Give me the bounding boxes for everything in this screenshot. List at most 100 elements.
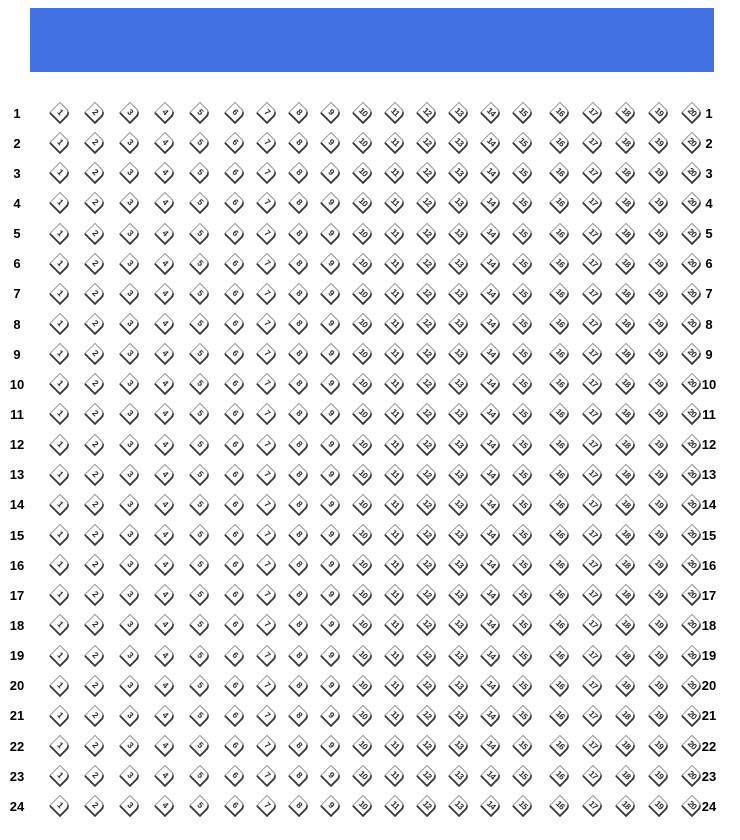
seat-row24-num5[interactable]: 5: [187, 791, 213, 821]
seat-row14-num9[interactable]: 9: [318, 490, 344, 520]
seat-row21-num3[interactable]: 3: [117, 701, 143, 731]
seat-row20-num19[interactable]: 19: [646, 671, 672, 701]
seat-row12-num5[interactable]: 5: [187, 430, 213, 460]
seat-row22-num11[interactable]: 11: [382, 731, 408, 761]
seat-row22-num15[interactable]: 15: [510, 731, 536, 761]
seat-row20-num15[interactable]: 15: [510, 671, 536, 701]
seat-row7-num19[interactable]: 19: [646, 279, 672, 309]
seat-row13-num7[interactable]: 7: [254, 460, 280, 490]
seat-row1-num15[interactable]: 15: [510, 98, 536, 128]
seat-row19-num19[interactable]: 19: [646, 641, 672, 671]
seat-row21-num14[interactable]: 14: [478, 701, 504, 731]
seat-row6-num11[interactable]: 11: [382, 249, 408, 279]
seat-row16-num14[interactable]: 14: [478, 550, 504, 580]
seat-row17-num10[interactable]: 10: [350, 580, 376, 610]
seat-row8-num10[interactable]: 10: [350, 309, 376, 339]
seat-row16-num1[interactable]: 1: [47, 550, 73, 580]
seat-row3-num14[interactable]: 14: [478, 158, 504, 188]
seat-row17-num11[interactable]: 11: [382, 580, 408, 610]
seat-row13-num15[interactable]: 15: [510, 460, 536, 490]
seat-row21-num11[interactable]: 11: [382, 701, 408, 731]
seat-row15-num13[interactable]: 13: [446, 520, 472, 550]
seat-row5-num18[interactable]: 18: [613, 219, 639, 249]
seat-row19-num7[interactable]: 7: [254, 641, 280, 671]
seat-row23-num2[interactable]: 2: [82, 761, 108, 791]
seat-row6-num3[interactable]: 3: [117, 249, 143, 279]
seat-row2-num16[interactable]: 16: [547, 128, 573, 158]
seat-row7-num4[interactable]: 4: [152, 279, 178, 309]
seat-row23-num16[interactable]: 16: [547, 761, 573, 791]
seat-row1-num18[interactable]: 18: [613, 98, 639, 128]
seat-row1-num1[interactable]: 1: [47, 98, 73, 128]
seat-row2-num12[interactable]: 12: [414, 128, 440, 158]
seat-row9-num4[interactable]: 4: [152, 339, 178, 369]
seat-row10-num12[interactable]: 12: [414, 369, 440, 399]
seat-row12-num13[interactable]: 13: [446, 430, 472, 460]
seat-row6-num2[interactable]: 2: [82, 249, 108, 279]
seat-row22-num18[interactable]: 18: [613, 731, 639, 761]
seat-row15-num18[interactable]: 18: [613, 520, 639, 550]
seat-row11-num2[interactable]: 2: [82, 399, 108, 429]
seat-row19-num17[interactable]: 17: [580, 641, 606, 671]
seat-row14-num3[interactable]: 3: [117, 490, 143, 520]
seat-row21-num13[interactable]: 13: [446, 701, 472, 731]
seat-row17-num15[interactable]: 15: [510, 580, 536, 610]
seat-row7-num14[interactable]: 14: [478, 279, 504, 309]
seat-row19-num16[interactable]: 16: [547, 641, 573, 671]
seat-row18-num8[interactable]: 8: [286, 610, 312, 640]
seat-row6-num4[interactable]: 4: [152, 249, 178, 279]
seat-row2-num15[interactable]: 15: [510, 128, 536, 158]
seat-row15-num6[interactable]: 6: [222, 520, 248, 550]
seat-row8-num14[interactable]: 14: [478, 309, 504, 339]
seat-row3-num3[interactable]: 3: [117, 158, 143, 188]
seat-row11-num17[interactable]: 17: [580, 399, 606, 429]
seat-row4-num9[interactable]: 9: [318, 188, 344, 218]
seat-row7-num3[interactable]: 3: [117, 279, 143, 309]
seat-row10-num11[interactable]: 11: [382, 369, 408, 399]
seat-row7-num8[interactable]: 8: [286, 279, 312, 309]
seat-row10-num19[interactable]: 19: [646, 369, 672, 399]
seat-row4-num12[interactable]: 12: [414, 188, 440, 218]
seat-row19-num4[interactable]: 4: [152, 641, 178, 671]
seat-row1-num4[interactable]: 4: [152, 98, 178, 128]
seat-row15-num1[interactable]: 1: [47, 520, 73, 550]
seat-row10-num7[interactable]: 7: [254, 369, 280, 399]
seat-row18-num13[interactable]: 13: [446, 610, 472, 640]
seat-row9-num13[interactable]: 13: [446, 339, 472, 369]
seat-row21-num2[interactable]: 2: [82, 701, 108, 731]
seat-row20-num8[interactable]: 8: [286, 671, 312, 701]
seat-row3-num1[interactable]: 1: [47, 158, 73, 188]
seat-row21-num7[interactable]: 7: [254, 701, 280, 731]
seat-row8-num9[interactable]: 9: [318, 309, 344, 339]
seat-row5-num7[interactable]: 7: [254, 219, 280, 249]
seat-row5-num17[interactable]: 17: [580, 219, 606, 249]
seat-row5-num10[interactable]: 10: [350, 219, 376, 249]
seat-row4-num4[interactable]: 4: [152, 188, 178, 218]
seat-row19-num14[interactable]: 14: [478, 641, 504, 671]
seat-row24-num7[interactable]: 7: [254, 791, 280, 821]
seat-row9-num7[interactable]: 7: [254, 339, 280, 369]
seat-row14-num14[interactable]: 14: [478, 490, 504, 520]
seat-row10-num4[interactable]: 4: [152, 369, 178, 399]
seat-row2-num19[interactable]: 19: [646, 128, 672, 158]
seat-row21-num17[interactable]: 17: [580, 701, 606, 731]
seat-row9-num2[interactable]: 2: [82, 339, 108, 369]
seat-row17-num4[interactable]: 4: [152, 580, 178, 610]
seat-row10-num14[interactable]: 14: [478, 369, 504, 399]
seat-row4-num17[interactable]: 17: [580, 188, 606, 218]
seat-row14-num19[interactable]: 19: [646, 490, 672, 520]
seat-row11-num13[interactable]: 13: [446, 399, 472, 429]
seat-row20-num17[interactable]: 17: [580, 671, 606, 701]
seat-row24-num19[interactable]: 19: [646, 791, 672, 821]
seat-row18-num14[interactable]: 14: [478, 610, 504, 640]
seat-row15-num14[interactable]: 14: [478, 520, 504, 550]
seat-row3-num12[interactable]: 12: [414, 158, 440, 188]
seat-row11-num19[interactable]: 19: [646, 399, 672, 429]
seat-row19-num10[interactable]: 10: [350, 641, 376, 671]
seat-row1-num5[interactable]: 5: [187, 98, 213, 128]
seat-row7-num16[interactable]: 16: [547, 279, 573, 309]
seat-row12-num7[interactable]: 7: [254, 430, 280, 460]
seat-row8-num6[interactable]: 6: [222, 309, 248, 339]
seat-row15-num4[interactable]: 4: [152, 520, 178, 550]
seat-row3-num10[interactable]: 10: [350, 158, 376, 188]
